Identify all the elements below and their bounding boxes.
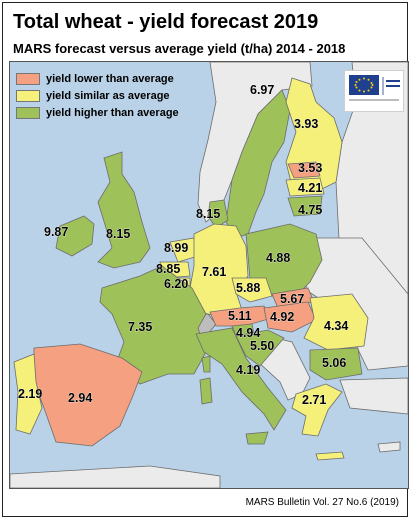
hungary-shape	[263, 301, 317, 333]
yield-label-latvia: 4.21	[298, 181, 322, 195]
legend-item-similar: yield similar as average	[16, 87, 179, 104]
yield-label-portugal: 2.19	[18, 387, 42, 401]
estonia-shape	[287, 161, 321, 179]
europe-map: 6.97 3.93 3.53 4.21 4.75 8.15 9.87 8.15 …	[10, 62, 408, 488]
yield-label-sweden: 6.97	[250, 83, 274, 97]
italy-shape	[195, 327, 287, 431]
greece-shape	[291, 383, 343, 437]
map-panel: 6.97 3.93 3.53 4.21 4.75 8.15 9.87 8.15 …	[9, 61, 409, 489]
legend-swatch-similar	[16, 89, 40, 102]
yield-label-austria: 5.11	[228, 309, 252, 323]
yield-label-hungary: 4.92	[270, 310, 294, 324]
map-legend: yield lower than average yield similar a…	[16, 70, 179, 121]
france-shape	[99, 265, 207, 385]
yield-label-luxembourg: 6.20	[164, 277, 188, 291]
yield-label-greece: 2.71	[302, 393, 326, 407]
bulgaria-shape	[309, 347, 363, 381]
romania-shape	[303, 293, 369, 351]
latvia-shape	[285, 177, 325, 197]
legend-item-higher: yield higher than average	[16, 104, 179, 121]
croatia-shape	[235, 329, 285, 367]
north-africa-shape	[10, 465, 221, 488]
germany-shape	[189, 223, 249, 317]
yield-labels: 6.97 3.93 3.53 4.21 4.75 8.15 9.87 8.15 …	[18, 83, 349, 408]
yield-label-ireland: 9.87	[44, 225, 68, 239]
legend-item-lower: yield lower than average	[16, 70, 179, 87]
spain-shape	[33, 343, 143, 447]
yield-label-poland: 4.88	[266, 251, 290, 265]
legend-label-similar: yield similar as average	[46, 89, 170, 102]
yield-label-lithuania: 4.75	[298, 203, 322, 217]
yield-label-bulgaria: 5.06	[322, 356, 346, 370]
cyprus-shape	[377, 441, 401, 453]
yield-label-belgium: 8.85	[156, 262, 180, 276]
yield-label-spain: 2.94	[68, 391, 92, 405]
yield-label-estonia: 3.53	[298, 161, 322, 175]
yield-label-slovakia: 5.67	[280, 292, 304, 306]
yield-label-slovenia: 4.94	[236, 326, 260, 340]
sardinia-shape	[199, 377, 213, 405]
yield-label-finland: 3.93	[294, 117, 318, 131]
yield-label-czechia: 5.88	[236, 281, 260, 295]
legend-label-higher: yield higher than average	[46, 106, 179, 119]
czechia-shape	[231, 277, 273, 303]
turkey-shape	[339, 377, 408, 415]
crete-shape	[315, 451, 345, 461]
denmark-shape	[207, 199, 229, 229]
yield-label-romania: 4.34	[324, 319, 348, 333]
map-subtitle: MARS forecast versus average yield (t/ha…	[13, 41, 346, 56]
european-commission-logo	[344, 70, 404, 112]
yield-label-croatia: 5.50	[250, 339, 274, 353]
corsica-shape	[201, 355, 211, 373]
legend-label-lower: yield lower than average	[46, 72, 174, 85]
yield-label-italy: 4.19	[236, 363, 260, 377]
yield-label-germany: 7.61	[202, 265, 226, 279]
map-title: Total wheat - yield forecast 2019	[13, 11, 319, 33]
legend-swatch-lower	[16, 72, 40, 85]
source-credit: MARS Bulletin Vol. 27 No.6 (2019)	[245, 497, 399, 508]
yield-label-uk: 8.15	[106, 227, 130, 241]
yield-label-netherlands: 8.99	[164, 241, 188, 255]
yield-label-france: 7.35	[128, 320, 152, 334]
eu-flag-icon	[349, 75, 400, 101]
ireland-shape	[55, 215, 95, 257]
lithuania-shape	[287, 195, 323, 217]
uk-shape	[97, 151, 151, 269]
portugal-shape	[13, 353, 43, 435]
figure-frame: Total wheat - yield forecast 2019 MARS f…	[2, 2, 409, 517]
legend-swatch-higher	[16, 106, 40, 119]
yield-label-denmark: 8.15	[196, 207, 220, 221]
sicily-shape	[245, 431, 269, 445]
